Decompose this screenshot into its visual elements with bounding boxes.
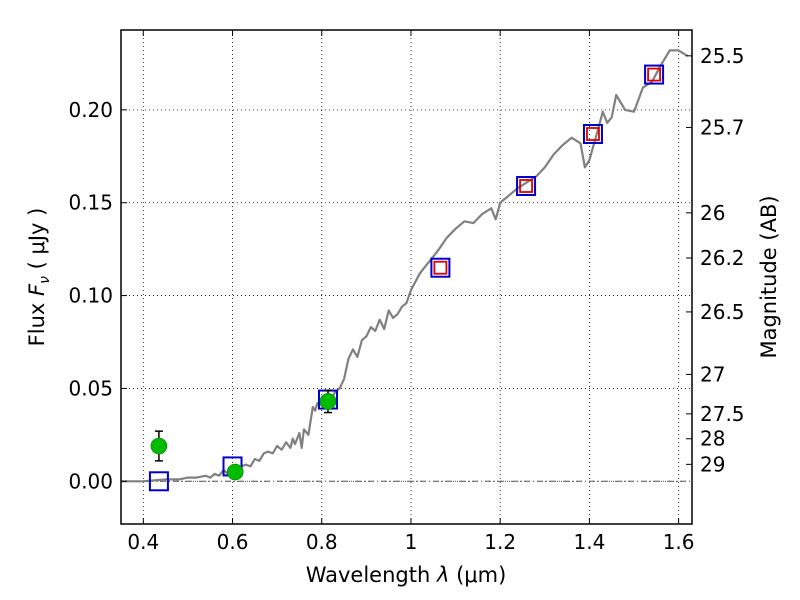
x-tick-label: 0.6 xyxy=(217,530,249,554)
y-tick-label: 0.05 xyxy=(68,376,113,400)
magnitude-tick-label: 29 xyxy=(700,452,725,476)
y-tick-label: 0.15 xyxy=(68,191,113,215)
magnitude-tick-label: 25.5 xyxy=(700,44,745,68)
magnitude-tick-label: 26 xyxy=(700,201,725,225)
y-tick-label: 0.20 xyxy=(68,98,113,122)
x-tick-label: 0.8 xyxy=(306,530,338,554)
magnitude-tick-label: 27 xyxy=(700,362,725,386)
observed-upper-point xyxy=(519,179,533,193)
observed-upper-point xyxy=(433,260,448,275)
magnitude-tick-label: 28 xyxy=(700,427,725,451)
plot-frame xyxy=(120,29,693,525)
observed-upper-point xyxy=(647,67,661,82)
x-tick-label: 1.4 xyxy=(573,530,605,554)
model-photometry-point xyxy=(430,257,451,278)
observed-photometry-point xyxy=(150,437,168,455)
x-tick-label: 1 xyxy=(405,530,418,554)
magnitude-tick-label: 26.2 xyxy=(700,246,745,270)
model-photometry-point xyxy=(148,471,169,492)
x-tick-label: 1.2 xyxy=(484,530,516,554)
axis-ticks: 0.4 0.6 0.8 1 1.2 1.4 1.6 0.00 0.05 0.10 0.15 0.20 2… xyxy=(68,30,745,554)
magnitude-tick-label: 26.5 xyxy=(700,300,745,324)
y-tick-label: 0.00 xyxy=(68,469,113,493)
magnitude-tick-label: 27.5 xyxy=(700,402,745,426)
series-line-model-spectrum xyxy=(121,49,689,483)
y-tick-label: 0.10 xyxy=(68,284,113,308)
model-photometry-point xyxy=(644,64,665,85)
magnitude-axis-label: Magnitude (AB) xyxy=(757,195,781,358)
x-tick-label: 0.4 xyxy=(127,530,159,554)
data-marks xyxy=(148,64,665,492)
x-axis-label: Wavelength λ (μm) xyxy=(306,563,507,587)
model-photometry-point xyxy=(582,124,603,144)
y-axis-label: Flux Fν ( μJy ) xyxy=(25,208,53,347)
observed-photometry-point xyxy=(226,463,244,481)
grid xyxy=(121,30,692,524)
magnitude-tick-label: 25.7 xyxy=(700,115,745,139)
model-photometry-point xyxy=(516,176,537,196)
observed-upper-point xyxy=(586,127,600,141)
observed-photometry-point xyxy=(319,393,337,410)
x-tick-label: 1.6 xyxy=(663,530,695,554)
